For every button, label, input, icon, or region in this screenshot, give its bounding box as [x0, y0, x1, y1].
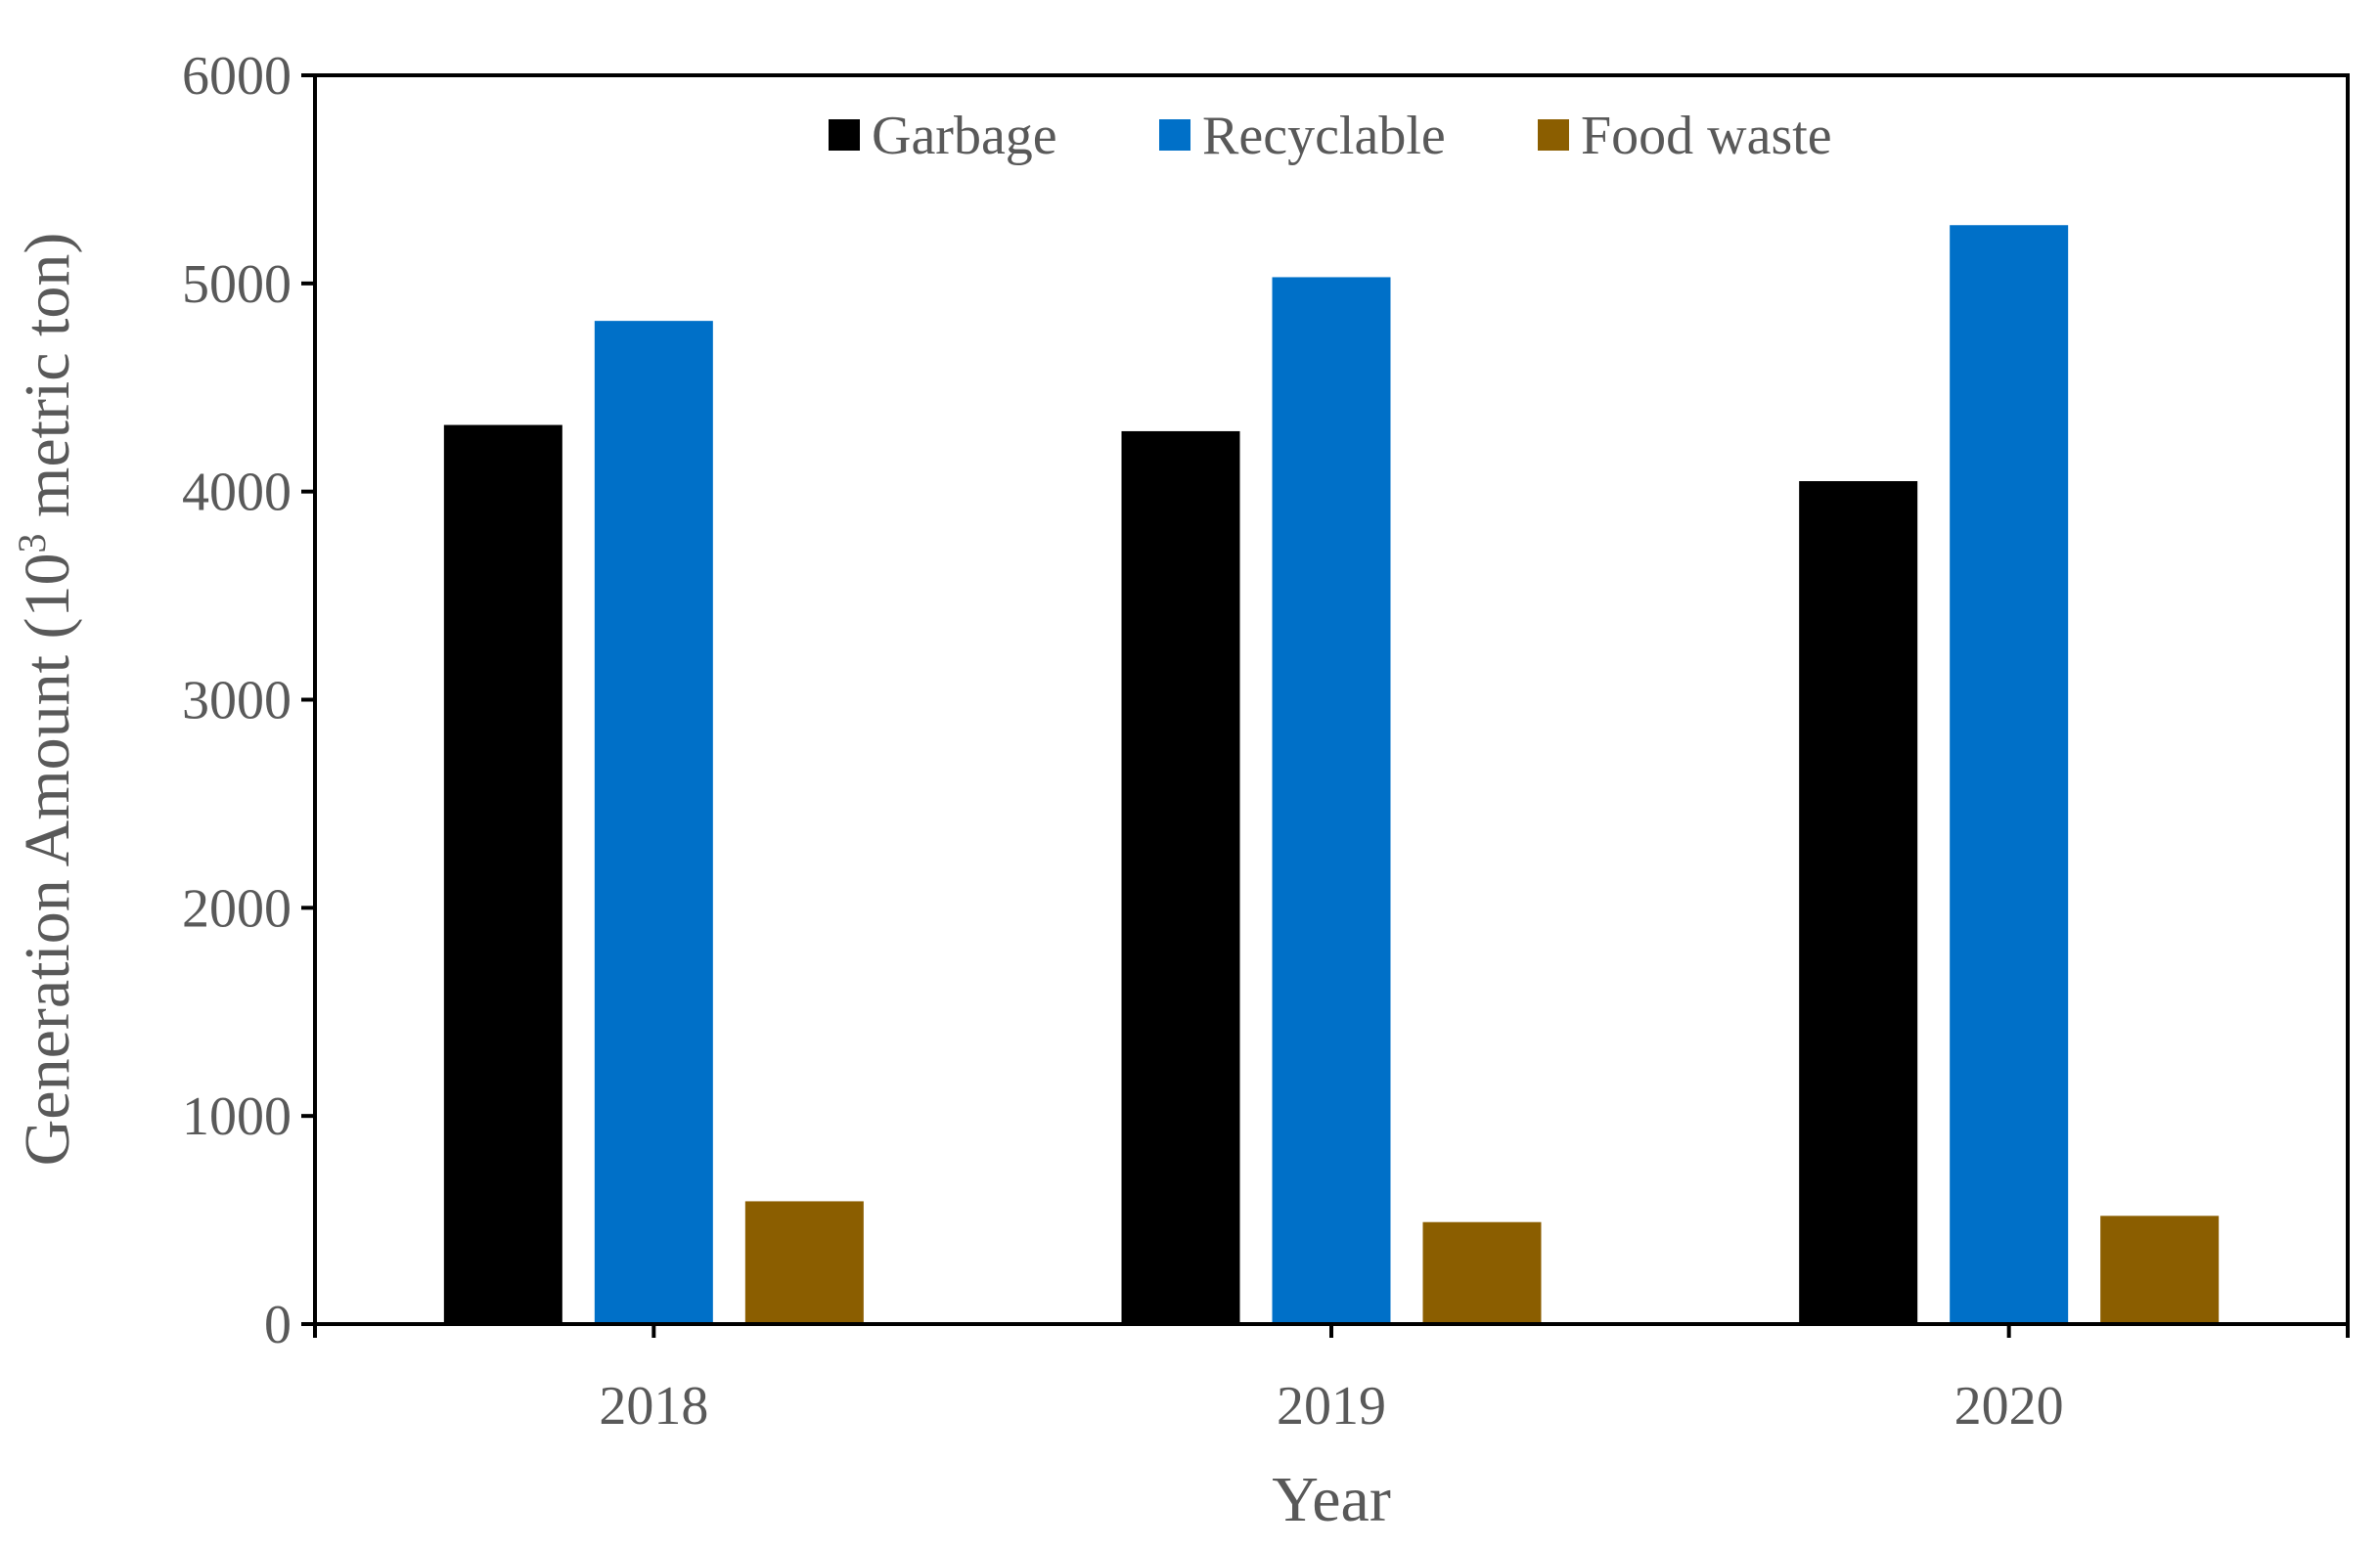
x-axis-ticks: 2018 2019 2020 — [313, 1324, 2350, 1437]
y-axis-title-prefix: Generation Amount (10 — [12, 553, 83, 1167]
bars-layer — [443, 225, 2220, 1325]
x-tick-label: 2019 — [1277, 1376, 1386, 1437]
bar-recyclable-2018 — [594, 321, 713, 1325]
legend-label: Recyclable — [1202, 106, 1446, 166]
legend: Garbage Recyclable Food waste — [829, 106, 1832, 166]
y-tick-label: 3000 — [182, 671, 292, 731]
y-axis-ticks: 0 1000 2000 3000 4000 5000 6000 — [182, 46, 315, 1355]
bar-food-waste-2018 — [744, 1201, 864, 1324]
bar-garbage-2018 — [443, 424, 562, 1324]
legend-label: Food waste — [1581, 106, 1832, 166]
y-axis-title-superscript: 3 — [10, 534, 54, 553]
y-tick-label: 1000 — [182, 1086, 292, 1147]
y-tick-label: 4000 — [182, 463, 292, 523]
legend-swatch-recyclable — [1159, 119, 1190, 151]
x-tick-label: 2018 — [599, 1376, 708, 1437]
legend-swatch-garbage — [829, 119, 860, 151]
legend-label: Garbage — [872, 106, 1057, 166]
y-tick-label: 6000 — [182, 46, 292, 107]
y-tick-label: 0 — [264, 1295, 292, 1355]
bar-food-waste-2019 — [1422, 1221, 1542, 1324]
bar-recyclable-2019 — [1272, 277, 1391, 1324]
x-tick-label: 2020 — [1954, 1376, 2064, 1437]
bar-food-waste-2020 — [2100, 1216, 2220, 1324]
bar-garbage-2019 — [1121, 430, 1240, 1324]
y-axis-title: Generation Amount (103 metric ton) — [10, 233, 83, 1167]
bar-garbage-2020 — [1799, 481, 1918, 1324]
y-axis-title-suffix: metric ton) — [12, 233, 83, 534]
y-tick-label: 5000 — [182, 254, 292, 315]
y-tick-label: 2000 — [182, 878, 292, 939]
x-axis-title: Year — [1272, 1464, 1391, 1535]
legend-swatch-food-waste — [1538, 119, 1569, 151]
bar-recyclable-2020 — [1950, 225, 2069, 1325]
